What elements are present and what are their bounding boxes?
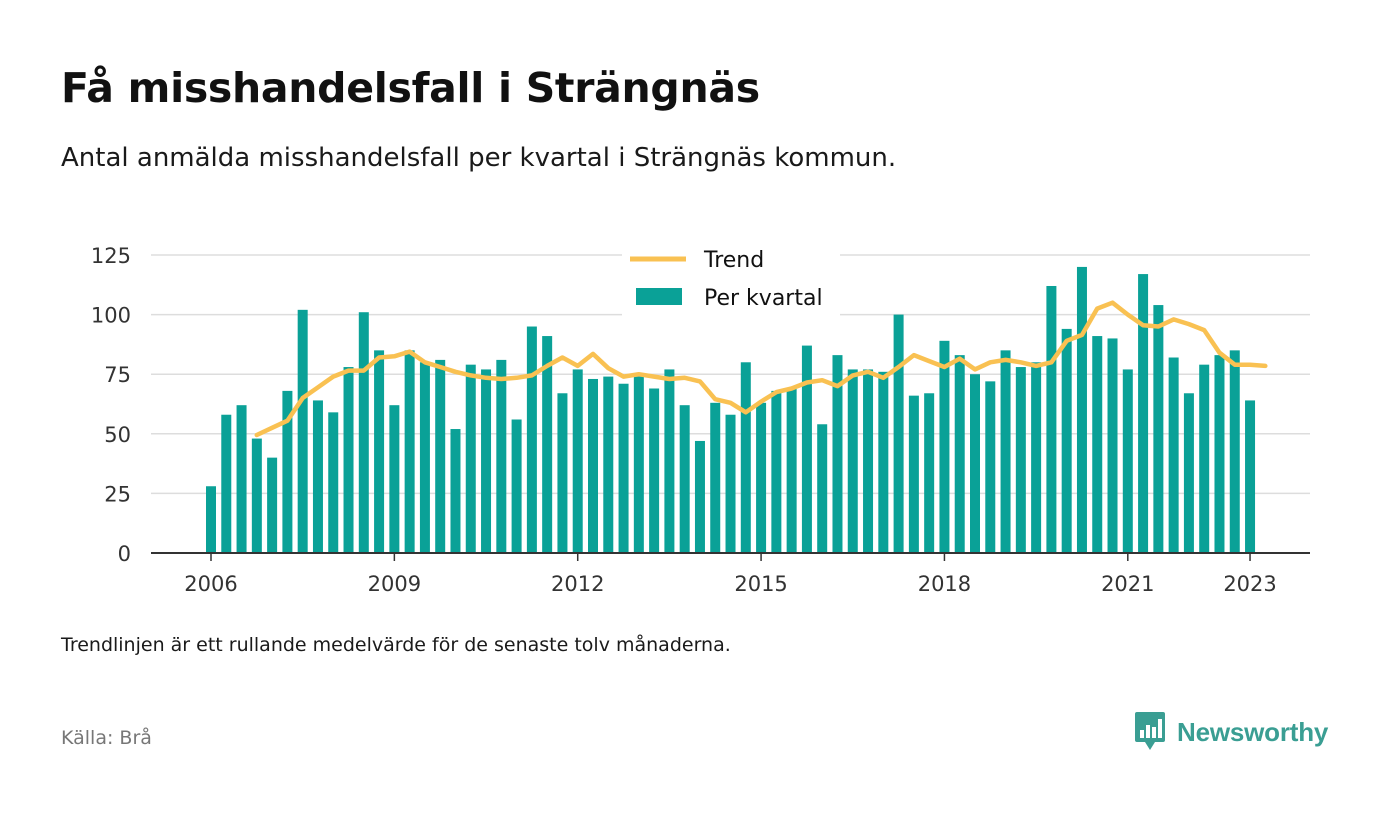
- bar: [878, 371, 889, 553]
- bar: [481, 369, 492, 553]
- legend-bar-label: Per kvartal: [704, 286, 823, 311]
- bar-series: [206, 266, 1256, 553]
- newsworthy-logo[interactable]: Newsworthy: [1133, 710, 1328, 754]
- bar: [756, 402, 767, 553]
- y-tick-label: 50: [104, 423, 131, 447]
- bar: [389, 405, 400, 553]
- bar: [908, 395, 919, 553]
- bar: [267, 457, 278, 553]
- bar: [786, 388, 797, 553]
- bar: [1229, 350, 1240, 553]
- bar: [1061, 328, 1072, 553]
- bar: [817, 424, 828, 553]
- bar: [649, 388, 660, 553]
- bar: [893, 314, 904, 553]
- bar: [863, 369, 874, 553]
- bar: [312, 400, 323, 553]
- bar: [282, 390, 293, 553]
- chart-title: Få misshandelsfall i Strängnäs: [61, 64, 760, 112]
- bar: [465, 364, 476, 553]
- bar: [206, 486, 216, 553]
- bar: [1015, 367, 1026, 553]
- bar: [297, 309, 308, 553]
- bar: [725, 414, 736, 553]
- bar: [633, 376, 644, 553]
- bar: [1107, 338, 1118, 553]
- bar: [328, 412, 339, 553]
- x-tick-label: 2015: [734, 572, 787, 596]
- bar: [435, 359, 446, 553]
- x-tick-label: 2018: [918, 572, 971, 596]
- bar: [1245, 400, 1256, 553]
- x-tick-label: 2023: [1223, 572, 1276, 596]
- x-tick-label: 2006: [184, 572, 237, 596]
- bar: [985, 381, 996, 553]
- bar: [542, 336, 553, 553]
- bar: [450, 429, 461, 553]
- brand-name: Newsworthy: [1177, 716, 1329, 747]
- bar: [1122, 369, 1133, 553]
- y-tick-label: 100: [91, 304, 131, 328]
- bar: [1000, 350, 1011, 553]
- bar: [618, 383, 629, 553]
- bar: [1046, 285, 1057, 553]
- bar: [557, 393, 568, 553]
- bar: [664, 369, 675, 553]
- bar: [419, 362, 430, 553]
- bar: [939, 340, 950, 553]
- bar: [710, 402, 721, 553]
- bar: [1076, 266, 1087, 553]
- bar: [603, 376, 614, 553]
- legend-trend-label: Trend: [703, 248, 764, 273]
- bar: [511, 419, 522, 553]
- bar: [1183, 393, 1194, 553]
- bar: [1168, 357, 1179, 553]
- bar: [404, 350, 415, 553]
- x-tick-label: 2021: [1101, 572, 1154, 596]
- bar: [1153, 305, 1164, 553]
- y-axis-labels: 0 25 50 75 100 125: [91, 244, 131, 566]
- bar: [1092, 336, 1103, 553]
- bar: [832, 355, 843, 553]
- legend-bar-swatch: [636, 288, 682, 305]
- x-tick-label: 2012: [551, 572, 604, 596]
- y-tick-label: 75: [104, 363, 131, 387]
- x-tick-label: 2009: [368, 572, 421, 596]
- y-tick-label: 125: [91, 244, 131, 268]
- bar: [1138, 274, 1149, 553]
- bar: [221, 414, 232, 553]
- bar: [924, 393, 935, 553]
- bar: [847, 369, 858, 553]
- bar: [771, 390, 782, 553]
- bar: [694, 440, 705, 553]
- bar: [1031, 362, 1042, 553]
- bar: [251, 438, 262, 553]
- bar: [236, 405, 247, 553]
- newsworthy-logo-icon: [1135, 712, 1165, 750]
- legend: Trend Per kvartal: [622, 241, 840, 316]
- bar: [970, 374, 980, 553]
- bar: [740, 362, 751, 553]
- bar: [374, 350, 385, 553]
- bar: [358, 312, 369, 553]
- bar: [1214, 355, 1225, 553]
- chart-subtitle: Antal anmälda misshandelsfall per kvarta…: [61, 143, 897, 173]
- bar: [572, 369, 583, 553]
- bar: [526, 326, 537, 553]
- bar: [343, 367, 354, 553]
- bar: [679, 405, 690, 553]
- bar: [801, 345, 812, 553]
- bar: [588, 378, 598, 553]
- x-axis-labels: 2006 2009 2012 2015 2018 2021 2023: [184, 553, 1277, 596]
- bar: [496, 359, 507, 553]
- source-label: Källa: Brå: [61, 727, 152, 749]
- chart-note: Trendlinjen är ett rullande medelvärde f…: [61, 634, 731, 656]
- trend-line: [254, 300, 1268, 438]
- bar: [1199, 364, 1210, 553]
- y-tick-label: 0: [118, 542, 131, 566]
- y-tick-label: 25: [104, 482, 131, 506]
- bar: [954, 355, 965, 553]
